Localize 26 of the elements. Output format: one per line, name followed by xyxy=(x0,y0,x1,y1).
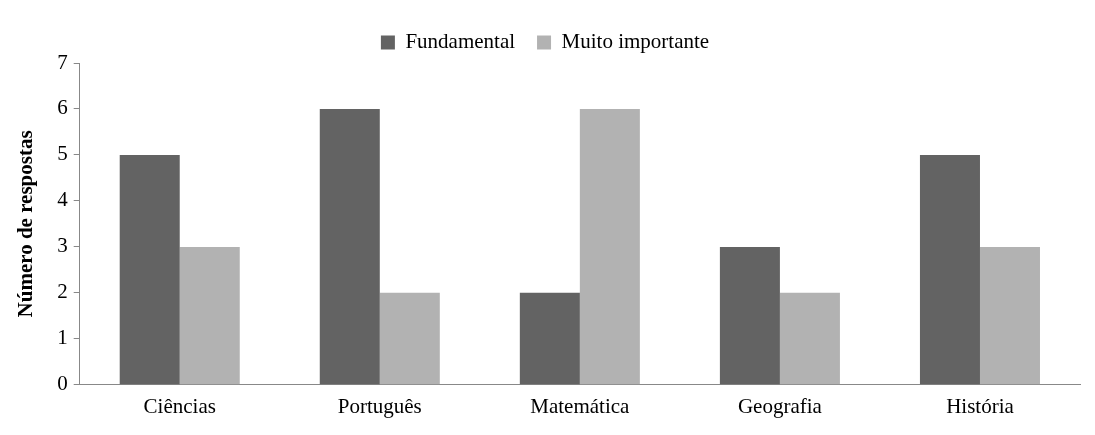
bar xyxy=(319,108,380,385)
x-tick-label: Ciências xyxy=(143,393,216,418)
bar xyxy=(379,292,440,385)
x-tick-label: História xyxy=(946,393,1015,418)
legend-label: Fundamental xyxy=(405,29,516,54)
y-tick-label: 5 xyxy=(57,141,68,166)
legend-label: Muito importante xyxy=(561,29,710,54)
x-tick-label: Geografia xyxy=(737,393,823,418)
y-tick-label: 2 xyxy=(57,279,68,304)
y-tick-label: 1 xyxy=(57,325,68,350)
x-tick-label: Português xyxy=(337,393,422,418)
bar xyxy=(579,108,640,385)
y-tick-label: 4 xyxy=(57,187,69,212)
bar xyxy=(719,246,780,385)
bar xyxy=(979,246,1040,385)
y-tick-label: 3 xyxy=(57,233,68,258)
bar xyxy=(519,292,580,385)
bar xyxy=(119,154,180,385)
y-tick-label: 0 xyxy=(57,371,68,396)
bar xyxy=(779,292,840,385)
bar xyxy=(179,246,240,385)
bar xyxy=(919,154,980,385)
y-tick-label: 6 xyxy=(57,95,68,120)
x-tick-label: Matemática xyxy=(530,393,631,418)
y-tick-label: 7 xyxy=(57,49,68,74)
y-axis-title: Número de respostas xyxy=(13,130,38,318)
